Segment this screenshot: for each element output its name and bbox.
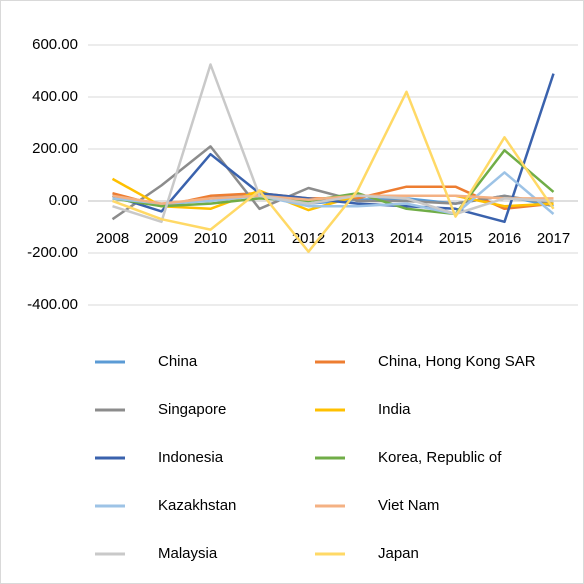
x-tick-label: 2009 (145, 230, 178, 247)
series-line (111, 145, 554, 221)
x-tick-label: 2016 (488, 230, 521, 247)
series-line (112, 90, 555, 253)
x-tick-label: 2015 (439, 230, 472, 247)
legend-label: Indonesia (158, 449, 224, 466)
series-line (112, 73, 555, 224)
y-tick-label: 600.00 (32, 36, 78, 53)
x-tick-label: 2017 (537, 230, 570, 247)
legend-label: Korea, Republic of (378, 449, 502, 466)
y-tick-label: -200.00 (27, 244, 78, 261)
x-tick-label: 2011 (243, 230, 275, 247)
legend-label: China (158, 353, 198, 370)
legend-label: Malaysia (158, 545, 218, 562)
legend-label: Japan (378, 545, 419, 562)
legend-label: Kazakhstan (158, 497, 236, 514)
y-tick-label: 0.00 (49, 192, 78, 209)
legend-label: India (378, 401, 411, 418)
legend-label: Viet Nam (378, 497, 439, 514)
y-tick-label: 400.00 (32, 88, 78, 105)
x-tick-label: 2008 (96, 230, 129, 247)
x-tick-label: 2013 (341, 230, 374, 247)
series-line (112, 63, 554, 224)
y-tick-label: 200.00 (32, 140, 78, 157)
legend-label: Singapore (158, 401, 226, 418)
y-tick-label: -400.00 (27, 296, 78, 313)
series-line (111, 177, 554, 212)
series-line (112, 194, 554, 205)
legend-label: China, Hong Kong SAR (378, 353, 536, 370)
x-tick-label: 2014 (390, 230, 423, 247)
x-tick-label: 2010 (194, 230, 227, 247)
series-line (112, 171, 555, 216)
